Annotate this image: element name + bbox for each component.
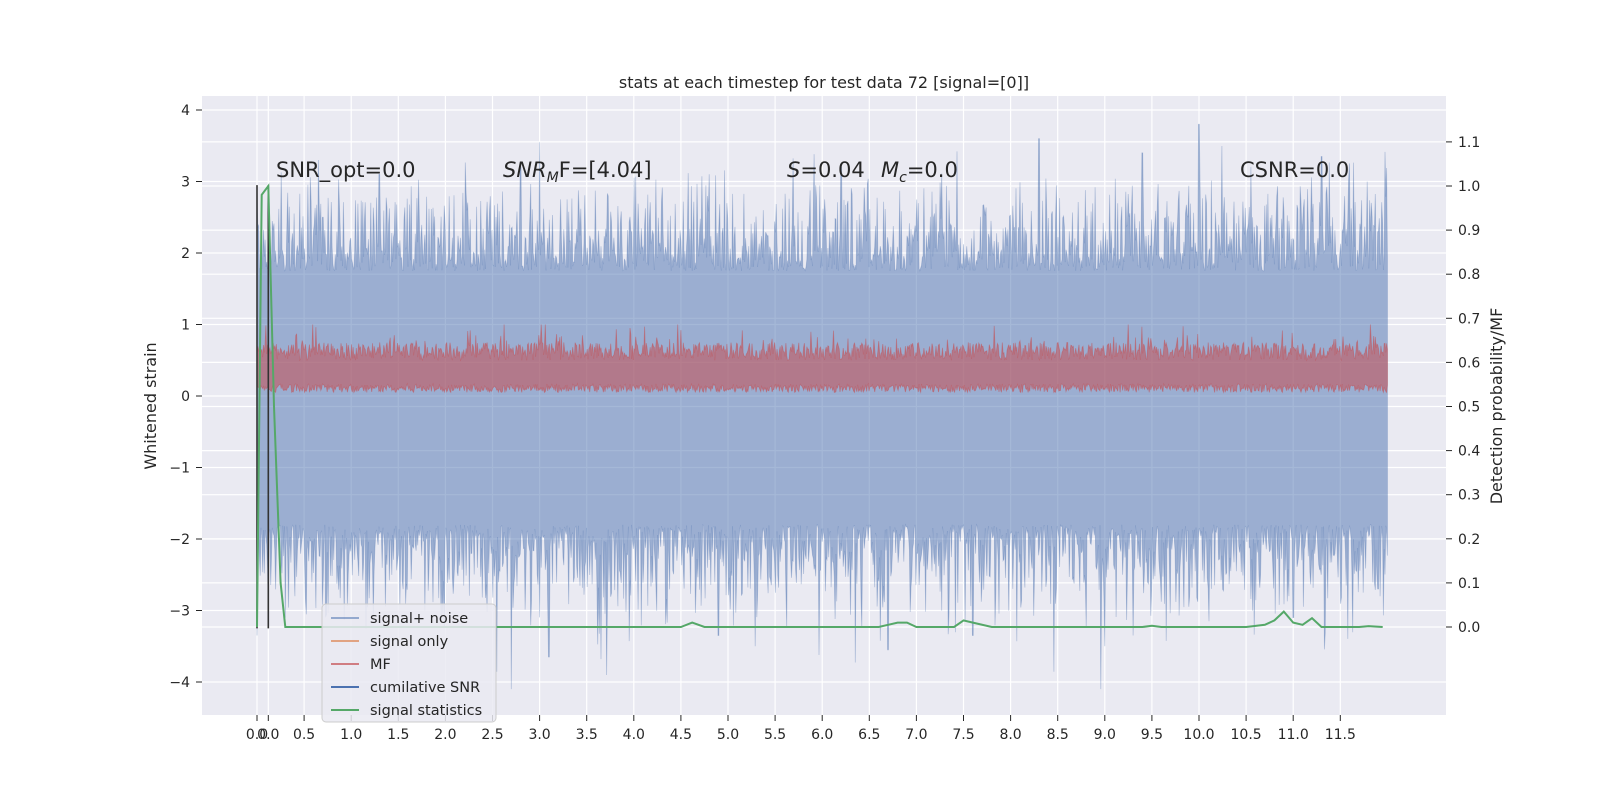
- y-ticks-left: 4 3 2 1 0 −1 −2 −3 −4: [169, 103, 202, 691]
- x-tick-label: 9.0: [1094, 727, 1116, 743]
- x-tick-label: 7.0: [905, 727, 927, 743]
- y-tick-label-right: 1.1: [1458, 135, 1480, 151]
- annotation: Mc=0.0: [881, 158, 958, 186]
- mf-series: [256, 324, 1388, 394]
- signal-noise-series: [256, 123, 1388, 690]
- x-tick-label: 1.0: [340, 727, 362, 743]
- y-ticks-right: 1.1 1.0 0.9 0.8 0.7 0.6 0.5 0.4 0.3 0.2 0.1 0.0: [1446, 135, 1480, 636]
- x-tick-label: 6.0: [811, 727, 833, 743]
- x-ticks: 0.00.0 0.5 1.0 1.5 2.0 2.5 3.0 3.5 4.0 4.5 5.0 5.5 6…: [246, 715, 1356, 743]
- y-tick-label-right: 0.7: [1458, 311, 1480, 327]
- mf-band: [256, 324, 1388, 394]
- y-tick-label-right: 0.4: [1458, 444, 1480, 460]
- annotations: SNR_opt=0.0 SNRMF=[4.04] S=0.04 Mc=0.0 CSNR=…: [276, 158, 1349, 186]
- legend-label: signal statistics: [370, 703, 482, 719]
- y-tick-label: −4: [169, 675, 190, 691]
- y-tick-label-right: 0.3: [1458, 488, 1480, 504]
- x-tick-label: 3.5: [576, 727, 598, 743]
- annotation: CSNR=0.0: [1240, 158, 1349, 182]
- annotation: S=0.04: [787, 158, 865, 182]
- signal-noise-band: [256, 123, 1388, 690]
- y-axis-label-right: Detection probability/MF: [1487, 308, 1506, 505]
- legend-label: cumilative SNR: [370, 680, 480, 696]
- x-tick-label: 9.5: [1141, 727, 1163, 743]
- y-tick-label: 1: [181, 318, 190, 334]
- y-tick-label: 0: [181, 389, 190, 405]
- x-tick-label: 8.0: [999, 727, 1021, 743]
- y-tick-label: 4: [181, 103, 190, 119]
- annotation: SNRMF=[4.04]: [503, 158, 652, 186]
- x-tick-label: 0.0: [246, 727, 268, 743]
- y-tick-label-right: 0.6: [1458, 355, 1480, 371]
- x-tick-label: 5.0: [717, 727, 739, 743]
- x-tick-label: 4.0: [623, 727, 645, 743]
- y-tick-label: 2: [181, 246, 190, 262]
- x-tick-label: 2.0: [434, 727, 456, 743]
- x-tick-label: 11.0: [1278, 727, 1309, 743]
- x-tick-label: 6.5: [858, 727, 880, 743]
- y-tick-label: 3: [181, 175, 190, 191]
- legend-box: [321, 603, 497, 723]
- y-tick-label-right: 0.9: [1458, 223, 1480, 239]
- x-tick-label: 4.5: [670, 727, 692, 743]
- x-tick-label: 1.5: [387, 727, 409, 743]
- y-tick-label-right: 0.1: [1458, 576, 1480, 592]
- y-tick-label: −2: [169, 532, 190, 548]
- y-tick-label-right: 1.0: [1458, 179, 1480, 195]
- legend-label: signal+ noise: [370, 611, 468, 627]
- x-tick-label: 10.5: [1231, 727, 1262, 743]
- x-tick-label: 5.5: [764, 727, 786, 743]
- legend-label: signal only: [370, 634, 449, 650]
- x-tick-label: 10.0: [1183, 727, 1214, 743]
- x-tick-label: 11.5: [1325, 727, 1356, 743]
- y-tick-label-right: 0.5: [1458, 400, 1480, 416]
- x-tick-label: 7.5: [952, 727, 974, 743]
- x-tick-label: 8.5: [1047, 727, 1069, 743]
- x-tick-label: 0.5: [293, 727, 315, 743]
- y-tick-label-right: 0.0: [1458, 620, 1480, 636]
- x-tick-label: 3.0: [528, 727, 550, 743]
- y-tick-label: −1: [169, 461, 190, 477]
- legend-label: MF: [370, 657, 391, 673]
- annotation: SNR_opt=0.0: [276, 158, 416, 183]
- x-tick-label: 0.0: [257, 727, 279, 743]
- legend: signal+ noise signal only MF cumilative SNR…: [321, 603, 497, 723]
- y-tick-label: −3: [169, 604, 190, 620]
- y-axis-label: Whitened strain: [141, 342, 160, 469]
- x-tick-label: 2.5: [481, 727, 503, 743]
- y-tick-label-right: 0.8: [1458, 267, 1480, 283]
- chart-title: stats at each timestep for test data 72 …: [619, 73, 1029, 92]
- y-tick-label-right: 0.2: [1458, 532, 1480, 548]
